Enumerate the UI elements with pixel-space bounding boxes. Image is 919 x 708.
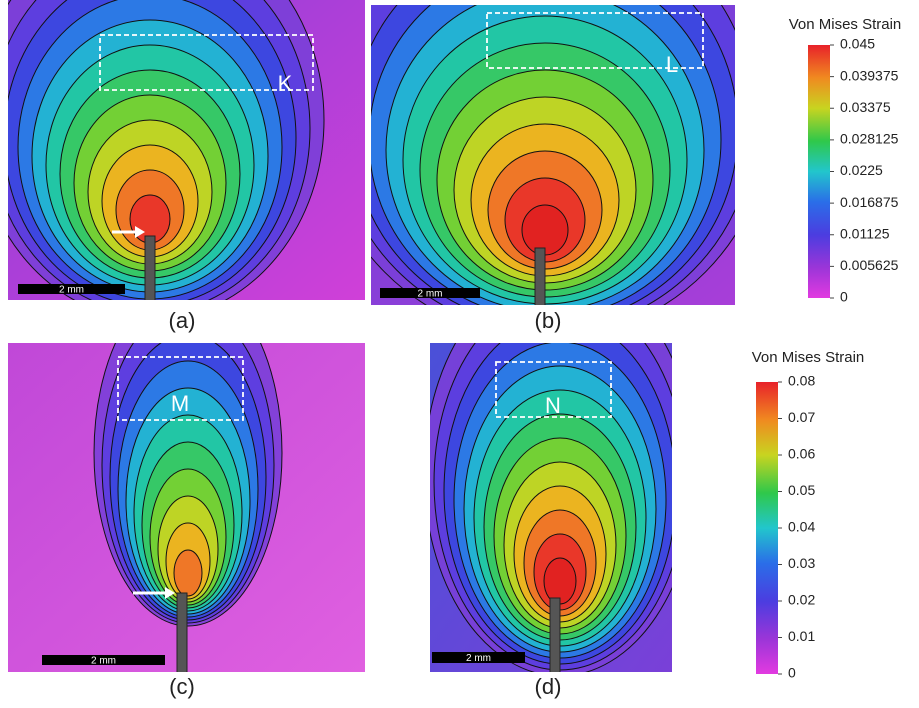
needle (534, 247, 546, 305)
scale-text: 2 mm (91, 656, 116, 667)
region-box (495, 361, 612, 418)
colorbar-tick-label: 0.08 (788, 373, 815, 389)
region-box (99, 34, 314, 91)
region-box (486, 12, 704, 69)
colorbar-tick-label: 0.03 (788, 555, 815, 571)
colorbar-tick-label: 0.04 (788, 519, 815, 535)
panel: K 2 mm (8, 0, 365, 300)
colorbar-tick-label: 0.028125 (840, 131, 899, 147)
colorbar-tick-label: 0 (788, 665, 796, 681)
needle (144, 235, 156, 300)
scale-text: 2 mm (418, 289, 443, 300)
colorbar-tick-label: 0.0225 (840, 162, 883, 178)
colorbar-title: Von Mises Strain (789, 16, 902, 33)
contour (543, 557, 577, 605)
panel-label: (a) (169, 308, 196, 333)
colorbar-tick-label: 0.05 (788, 482, 815, 498)
scale-text: 2 mm (59, 285, 84, 296)
colorbar-title: Von Mises Strain (752, 349, 865, 366)
panel-label: (c) (169, 674, 195, 699)
colorbar-tick-label: 0.005625 (840, 257, 899, 273)
contour (173, 549, 203, 597)
colorbar (808, 45, 830, 298)
needle (549, 597, 561, 672)
scale-bar (432, 652, 525, 663)
region-label: K (278, 71, 293, 96)
colorbar (756, 382, 778, 674)
region-label: L (666, 52, 678, 77)
panel-label: (d) (535, 674, 562, 699)
colorbar-tick-label: 0 (840, 289, 848, 305)
arrow-head (135, 226, 145, 238)
scale-bar (18, 284, 125, 294)
colorbar-tick-label: 0.07 (788, 409, 815, 425)
panel: L 2 mm (371, 5, 735, 305)
scale-text: 2 mm (466, 653, 491, 664)
scale-bar (380, 288, 480, 298)
colorbar-tick-label: 0.01125 (840, 225, 890, 241)
needle (176, 592, 188, 672)
colorbar-tick-label: 0.06 (788, 446, 815, 462)
colorbar-tick-label: 0.01 (788, 628, 815, 644)
colorbar-tick-label: 0.03375 (840, 99, 891, 115)
scale-bar (42, 655, 165, 665)
panel-label: (b) (535, 308, 562, 333)
colorbar-tick-label: 0.016875 (840, 194, 899, 210)
arrow-head (165, 587, 175, 599)
colorbar-tick-label: 0.02 (788, 592, 815, 608)
panel: M 2 mm (8, 343, 365, 672)
colorbar-tick-label: 0.039375 (840, 67, 899, 83)
region-box (117, 356, 244, 421)
colorbar-tick-label: 0.045 (840, 36, 875, 52)
region-label: N (545, 393, 561, 418)
region-label: M (171, 391, 189, 416)
panel: N 2 mm (430, 343, 672, 672)
